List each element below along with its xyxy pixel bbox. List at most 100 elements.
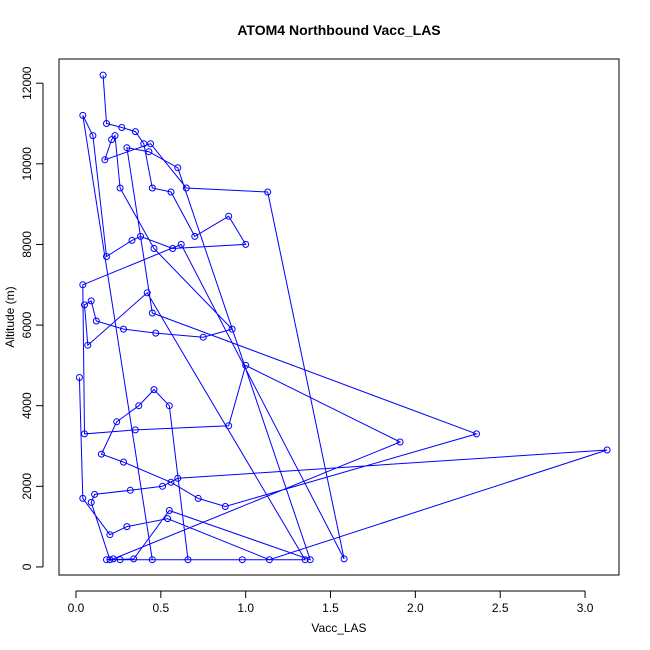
data-point [140, 140, 148, 148]
data-point [92, 317, 100, 325]
data-point [116, 184, 124, 192]
data-point [265, 556, 273, 564]
data-point [145, 148, 153, 156]
data-point [75, 374, 83, 381]
data-point [177, 240, 185, 248]
data-point [473, 430, 480, 438]
data-point [123, 523, 131, 531]
data-point [150, 386, 158, 394]
y-tick-label: 12000 [20, 66, 34, 100]
y-tick-label: 6000 [20, 311, 34, 338]
x-axis: 0.0 0.5 1.0 1.5 2.0 2.5 3.0 [68, 590, 594, 615]
data-point [79, 281, 87, 289]
series-line [78, 75, 608, 561]
data-point [340, 555, 348, 563]
y-tick-label: 0 [20, 563, 34, 570]
data-point [164, 515, 172, 523]
data-point [242, 240, 250, 248]
data-point [81, 430, 88, 438]
data-point [87, 498, 95, 506]
data-point [118, 124, 126, 131]
data-point [113, 418, 121, 426]
x-tick-label: 3.0 [577, 601, 594, 615]
x-axis-label: Vacc_LAS [311, 621, 366, 635]
x-tick-label: 2.0 [407, 601, 424, 615]
data-point [79, 494, 87, 502]
x-tick-label: 1.5 [322, 601, 339, 615]
data-point [109, 555, 117, 563]
data-point [221, 503, 229, 510]
data-point [101, 156, 109, 164]
data-point [182, 184, 190, 192]
data-point [99, 71, 107, 79]
data-point [603, 446, 611, 454]
data-point [131, 426, 139, 434]
data-point [199, 333, 207, 341]
data-point [225, 212, 233, 220]
x-tick-label: 2.5 [492, 601, 509, 615]
data-point [137, 232, 144, 240]
plot-frame [58, 58, 620, 576]
data-point [131, 128, 139, 136]
y-tick-label: 2000 [20, 473, 34, 500]
data-point [184, 556, 192, 564]
data-point [123, 144, 131, 152]
y-tick-label: 10000 [20, 147, 34, 181]
data-point [81, 301, 88, 309]
data-point [97, 450, 105, 458]
chart-title: ATOM4 Northbound Vacc_LAS [237, 22, 440, 38]
data-point [238, 556, 246, 564]
data-point [150, 245, 158, 252]
data-point [103, 556, 110, 564]
data-point [128, 236, 136, 244]
data-point [120, 458, 127, 466]
data-point [152, 329, 160, 337]
data-point [106, 531, 114, 539]
data-point [194, 494, 202, 502]
data-point [103, 253, 110, 260]
x-tick-label: 0.0 [68, 601, 85, 615]
data-point [147, 140, 155, 148]
data-point [167, 478, 175, 486]
data-point [174, 164, 182, 172]
y-tick-label: 4000 [20, 392, 34, 419]
data-point [108, 136, 116, 144]
data-point [165, 402, 173, 410]
data-point [167, 188, 175, 196]
data-point [135, 402, 143, 410]
x-tick-label: 0.5 [152, 601, 169, 615]
data-point [89, 132, 97, 140]
data-point [264, 188, 272, 196]
data-point [396, 438, 404, 446]
y-tick-label: 8000 [20, 231, 34, 258]
data-point [228, 325, 236, 333]
data-point [79, 111, 87, 119]
data-point [301, 556, 309, 564]
data-point [191, 232, 199, 240]
data-point [120, 325, 127, 333]
data-point [148, 184, 156, 192]
data-point [159, 482, 166, 490]
data-point [148, 309, 156, 317]
y-axis-label: Altitude (m) [3, 286, 17, 347]
x-tick-label: 1.0 [237, 601, 254, 615]
data-point [87, 297, 95, 305]
data-point [103, 120, 110, 127]
data-point [106, 556, 114, 564]
data-point [169, 245, 177, 252]
y-axis: 0 2000 4000 6000 8000 10000 12000 [20, 66, 44, 570]
data-point [242, 361, 250, 369]
data-point [148, 556, 156, 564]
data-point [126, 486, 134, 494]
data-point [84, 341, 92, 349]
series-layer [75, 71, 611, 564]
data-point [111, 132, 119, 140]
data-point [143, 289, 151, 297]
data-point [225, 422, 233, 430]
data-point [174, 474, 182, 482]
data-point [165, 507, 173, 514]
data-point [116, 556, 124, 564]
data-point [306, 556, 314, 564]
